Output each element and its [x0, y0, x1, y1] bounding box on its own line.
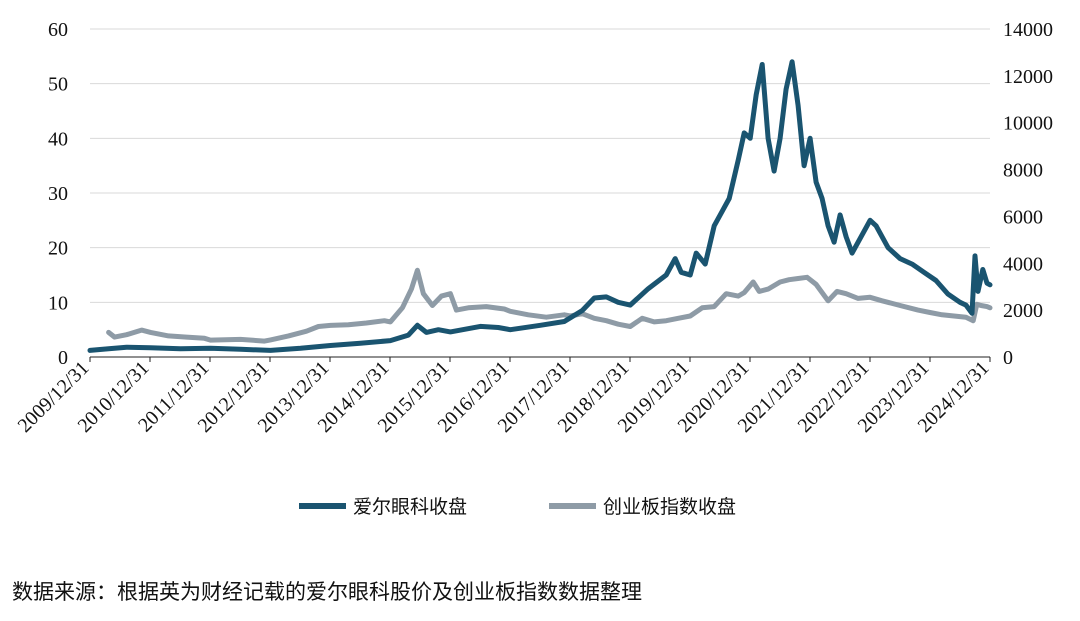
data-source-note: 数据来源：根据英为财经记载的爱尔眼科股价及创业板指数数据整理	[12, 580, 642, 604]
series-line-aier-eye	[87, 59, 993, 353]
y-right-tick-label: 6000	[1003, 206, 1043, 228]
x-axis: 2009/12/312010/12/312011/12/312012/12/31…	[14, 356, 994, 437]
y-right-tick-label: 4000	[1003, 253, 1043, 275]
y-axis-left: 0 10 20 30 40 50 60	[48, 19, 68, 369]
y-left-tick-label: 40	[48, 128, 68, 150]
gridlines	[90, 28, 990, 303]
y-right-tick-label: 12000	[1003, 66, 1053, 88]
y-left-tick-label: 30	[48, 183, 68, 205]
y-axis-right: 0 2000 4000 6000 8000 10000 12000 14000	[1003, 19, 1053, 369]
y-left-tick-label: 20	[48, 238, 68, 260]
series-line-chinext-index	[106, 267, 993, 344]
legend-label-series2: 创业板指数收盘	[603, 496, 736, 518]
y-right-tick-label: 14000	[1003, 19, 1053, 41]
y-right-tick-label: 10000	[1003, 113, 1053, 135]
y-left-tick-label: 50	[48, 74, 68, 96]
series-lines	[87, 59, 993, 353]
y-right-tick-label: 8000	[1003, 160, 1043, 182]
y-left-tick-label: 60	[48, 19, 68, 41]
y-right-tick-label: 0	[1003, 347, 1013, 369]
legend: 爱尔眼科收盘 创业板指数收盘	[299, 496, 736, 518]
y-right-tick-label: 2000	[1003, 300, 1043, 322]
y-left-tick-label: 0	[58, 347, 68, 369]
y-left-tick-label: 10	[48, 292, 68, 314]
legend-label-series1: 爱尔眼科收盘	[353, 496, 467, 518]
